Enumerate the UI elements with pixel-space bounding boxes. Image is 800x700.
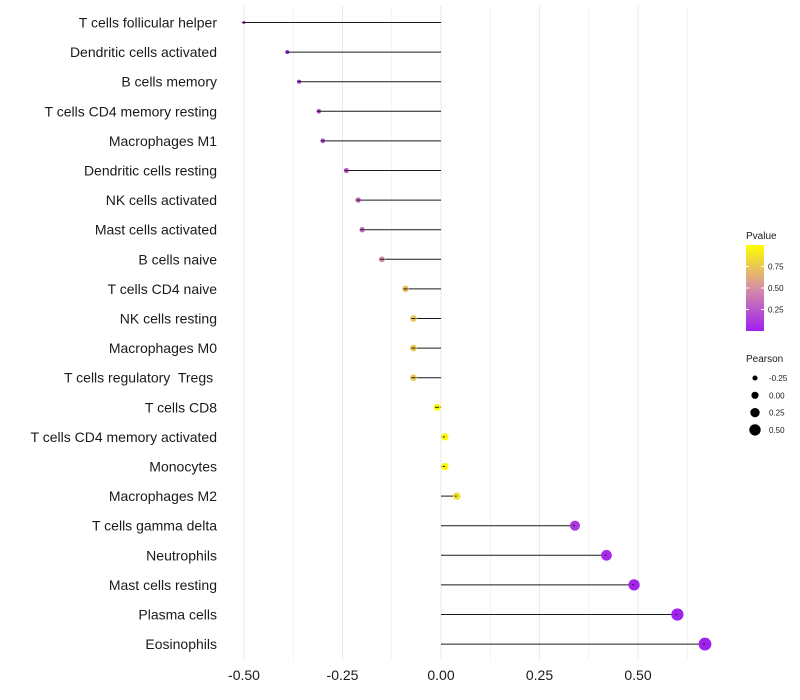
grid-layer — [243, 6, 688, 660]
category-label: Macrophages M0 — [109, 340, 217, 356]
category-label: Macrophages M1 — [109, 133, 217, 149]
category-label: Dendritic cells activated — [70, 44, 217, 60]
category-label: T cells gamma delta — [92, 518, 217, 534]
category-label: Mast cells activated — [95, 222, 217, 238]
x-tick-label: 0.00 — [427, 667, 454, 683]
color-legend-ticks: 0.25 0.50 0.75 — [746, 263, 784, 315]
category-label: B cells naive — [138, 251, 217, 267]
size-key-dot — [749, 424, 761, 436]
size-legend-keys: -0.25 0.00 0.25 0.50 — [749, 374, 788, 436]
category-label: T cells CD4 memory resting — [45, 103, 217, 119]
category-labels: T cells follicular helper Dendritic cells… — [31, 15, 218, 653]
category-label: Macrophages M2 — [109, 488, 217, 504]
category-label: T cells CD4 memory activated — [31, 429, 217, 445]
color-legend-title: Pvalue — [746, 231, 777, 242]
category-label: T cells regulatory Tregs — [64, 370, 217, 386]
size-legend-title: Pearson — [746, 354, 783, 365]
x-tick-label: 0.25 — [526, 667, 553, 683]
category-label: T cells CD4 naive — [108, 281, 218, 297]
color-tick-label: 0.50 — [768, 284, 784, 293]
size-key-dot — [752, 375, 758, 381]
category-label: Neutrophils — [146, 547, 217, 563]
x-tick-label: -0.25 — [327, 667, 359, 683]
size-key-label: 0.00 — [769, 391, 785, 400]
size-key-dot — [750, 407, 760, 418]
color-tick-label: 0.25 — [768, 306, 784, 315]
legends: Pvalue 0.25 0.50 0.75 Pearson -0.25 0.00 0.2… — [746, 231, 788, 436]
x-tick-label: 0.50 — [624, 667, 651, 683]
category-label: NK cells activated — [106, 192, 217, 208]
x-axis-ticks: -0.50 -0.25 0.00 0.25 0.50 — [228, 667, 652, 683]
category-label: Plasma cells — [138, 607, 217, 623]
color-legend-bar — [746, 245, 764, 331]
category-label: Mast cells resting — [109, 577, 217, 593]
x-tick-label: -0.50 — [228, 667, 260, 683]
size-key-label: 0.50 — [769, 426, 785, 435]
category-label: T cells CD8 — [145, 399, 217, 415]
size-key-label: 0.25 — [769, 409, 785, 418]
size-key-dot — [751, 391, 759, 399]
color-tick-label: 0.75 — [768, 263, 784, 272]
category-label: Monocytes — [149, 459, 217, 475]
point-layer — [242, 21, 712, 651]
category-label: Dendritic cells resting — [84, 163, 217, 179]
category-label: B cells memory — [121, 74, 217, 90]
category-label: Eosinophils — [145, 636, 217, 652]
size-key-label: -0.25 — [769, 374, 788, 383]
category-label: NK cells resting — [120, 311, 217, 327]
stem-layer — [244, 22, 705, 645]
category-label: T cells follicular helper — [79, 15, 218, 31]
